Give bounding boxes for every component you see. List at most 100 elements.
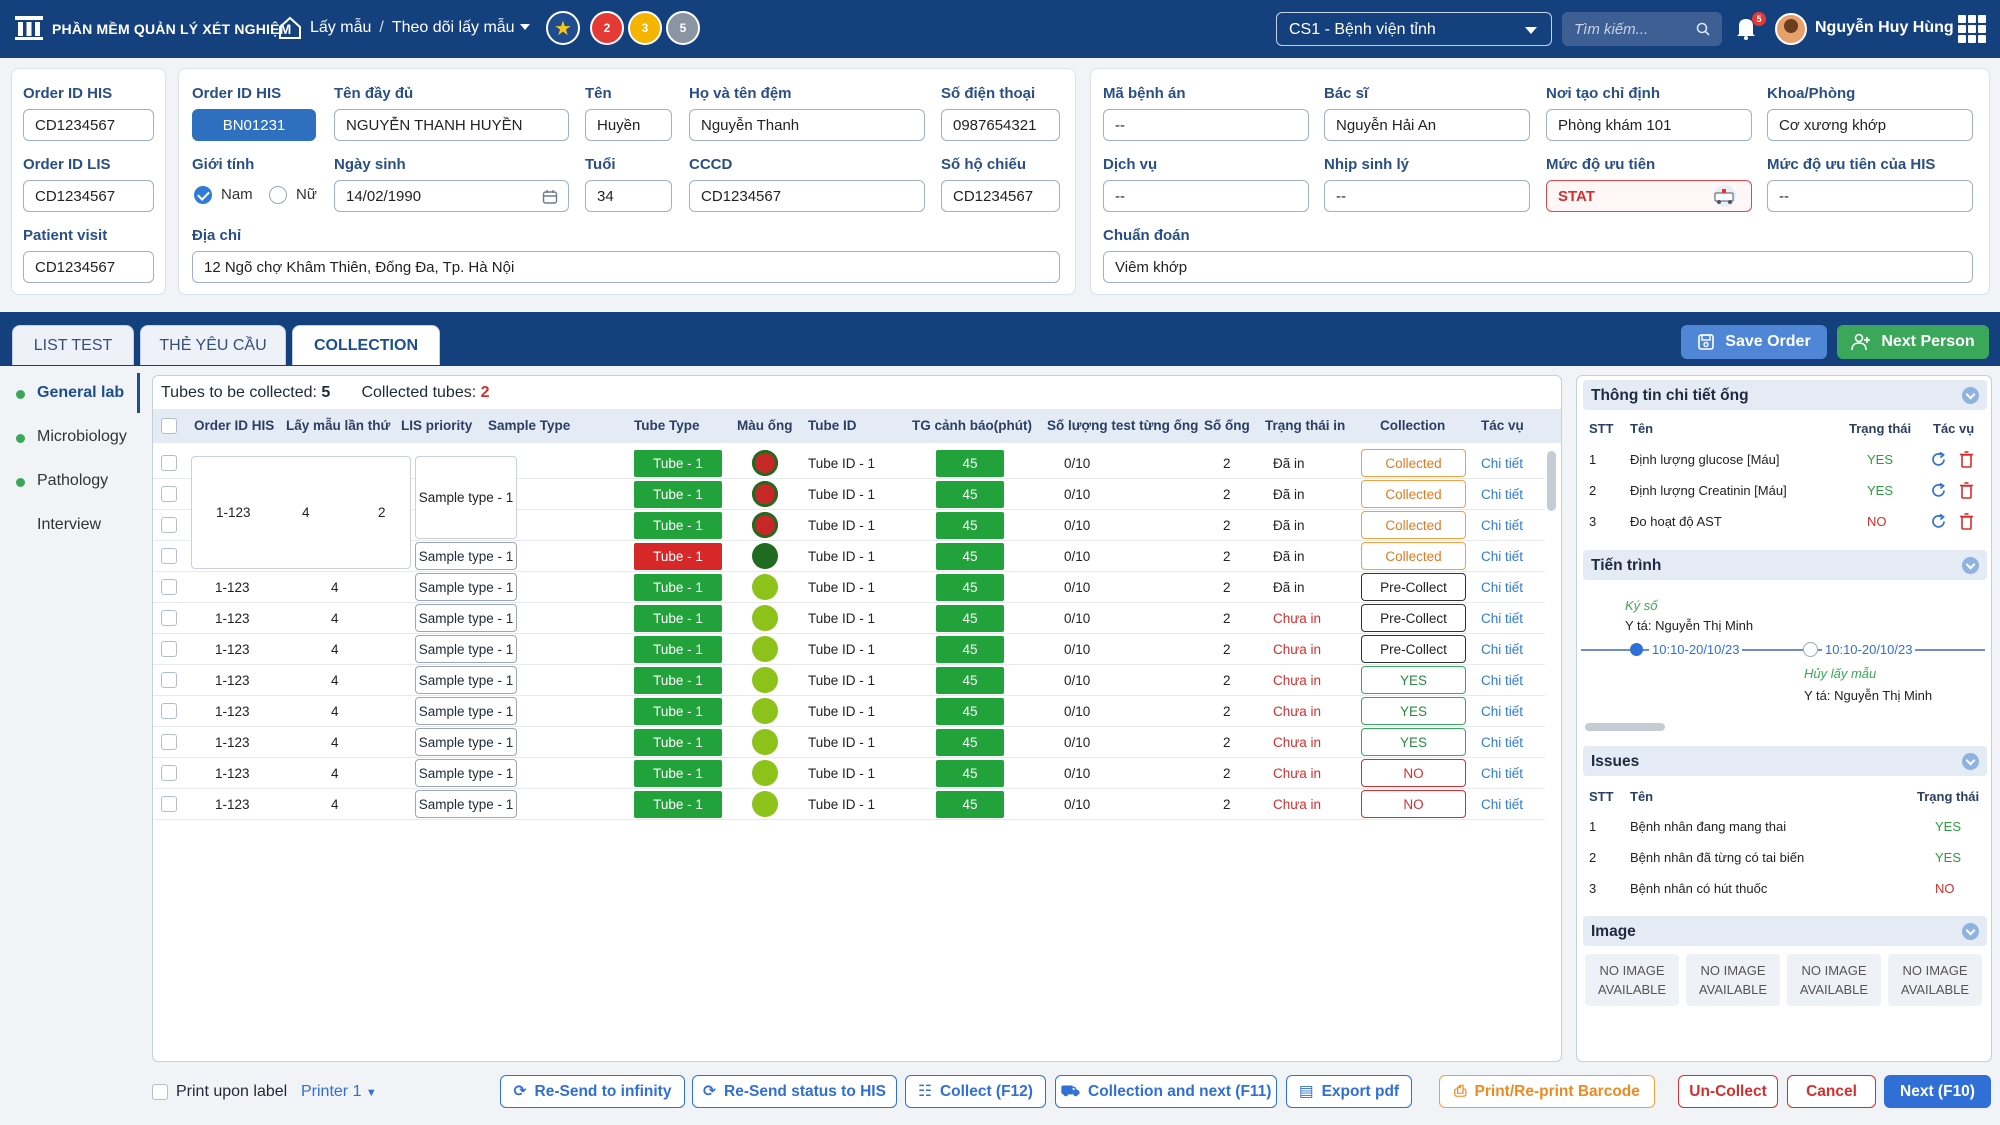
first-name-field[interactable]: Huyền xyxy=(585,109,672,141)
refresh-icon[interactable] xyxy=(1930,451,1947,468)
record-field[interactable]: -- xyxy=(1103,109,1309,141)
collection-status-button[interactable]: Collected xyxy=(1361,480,1466,508)
quick-badge-yellow[interactable]: 3 xyxy=(628,11,662,45)
col-collection[interactable]: Collection xyxy=(1380,418,1446,433)
search-input[interactable]: Tìm kiếm... xyxy=(1562,12,1722,46)
refresh-icon[interactable] xyxy=(1930,482,1947,499)
chevron-down-icon[interactable] xyxy=(1962,753,1979,770)
home-icon[interactable] xyxy=(276,14,304,42)
collect-and-next-button[interactable]: ⛟ Collection and next (F11) xyxy=(1055,1075,1277,1108)
table-row[interactable]: Tube - 1 Tube ID - 1 45 0/10 2 Đã in Collected… xyxy=(153,510,1545,541)
row-checkbox[interactable] xyxy=(161,765,177,781)
gender-female-radio[interactable] xyxy=(269,186,287,204)
detail-link[interactable]: Chi tiết xyxy=(1481,704,1524,719)
collection-status-button[interactable]: Pre-Collect xyxy=(1361,573,1466,601)
col-actions[interactable]: Tác vụ xyxy=(1481,418,1524,433)
age-field[interactable]: 34 xyxy=(585,180,672,212)
tab-request-card[interactable]: THẺ YÊU CẦU xyxy=(140,325,286,365)
table-row[interactable]: Sample type - 1 Tube - 1 Tube ID - 1 45 0/10… xyxy=(153,541,1545,572)
rhythm-field[interactable]: -- xyxy=(1324,180,1530,212)
sample-type-select[interactable]: Sample type - 1 xyxy=(415,604,517,632)
trash-icon[interactable] xyxy=(1959,513,1974,530)
collection-status-button[interactable]: NO xyxy=(1361,759,1466,787)
export-pdf-button[interactable]: ▤ Export pdf xyxy=(1286,1075,1412,1108)
sample-type-select[interactable]: Sample type - 1 xyxy=(415,728,517,756)
progress-header[interactable]: Tiến trình xyxy=(1583,550,1987,580)
sample-type-select[interactable]: Sample type - 1 xyxy=(415,759,517,787)
service-field[interactable]: -- xyxy=(1103,180,1309,212)
table-row[interactable]: 1-123 4 2 Sample type - 1 Tube - 1 Tube ID - … xyxy=(153,696,1545,727)
image-placeholder[interactable]: NO IMAGE AVAILABLE xyxy=(1888,954,1982,1006)
app-grid-icon[interactable] xyxy=(1958,15,1986,43)
merged-sample-type[interactable]: Sample type - 1 xyxy=(415,456,517,539)
detail-link[interactable]: Chi tiết xyxy=(1481,611,1524,626)
col-print-status[interactable]: Trạng thái in xyxy=(1265,418,1346,433)
full-name-field[interactable]: NGUYỄN THANH HUYỀN xyxy=(334,109,569,141)
detail-link[interactable]: Chi tiết xyxy=(1481,518,1524,533)
last-middle-name-field[interactable]: Nguyễn Thanh xyxy=(689,109,925,141)
cancel-button[interactable]: Cancel xyxy=(1787,1075,1876,1108)
his-priority-field[interactable]: -- xyxy=(1767,180,1973,212)
origin-field[interactable]: Phòng khám 101 xyxy=(1546,109,1752,141)
row-checkbox[interactable] xyxy=(161,672,177,688)
trash-icon[interactable] xyxy=(1959,451,1974,468)
col-sample-times[interactable]: Lấy mẫu lần thứ xyxy=(286,418,391,433)
detail-link[interactable]: Chi tiết xyxy=(1481,549,1524,564)
sidebar-item-interview[interactable]: Interview xyxy=(0,505,140,545)
dob-field[interactable]: 14/02/1990 xyxy=(334,180,569,212)
table-row[interactable]: Tube - 1 Tube ID - 1 45 0/10 2 Đã in Collected… xyxy=(153,479,1545,510)
order-id-lis-field[interactable]: CD1234567 xyxy=(23,180,154,212)
sidebar-item-general-lab[interactable]: General lab xyxy=(0,373,140,413)
print-upon-label-checkbox[interactable] xyxy=(152,1084,168,1100)
row-checkbox[interactable] xyxy=(161,734,177,750)
table-row[interactable]: 1-123 4 2 Sample type - 1 Tube - 1 Tube ID - … xyxy=(153,603,1545,634)
table-row[interactable]: 1-123 4 2 Sample type - 1 Tube - 1 Tube ID - … xyxy=(153,634,1545,665)
col-tube-type[interactable]: Tube Type xyxy=(634,418,700,433)
progress-scrollbar[interactable] xyxy=(1585,723,1665,731)
quick-badge-gray[interactable]: 5 xyxy=(666,11,700,45)
gender-male-radio[interactable] xyxy=(194,186,212,204)
chevron-down-icon[interactable] xyxy=(520,24,530,30)
detail-link[interactable]: Chi tiết xyxy=(1481,766,1524,781)
sample-type-select[interactable]: Sample type - 1 xyxy=(415,542,517,570)
col-warning-time[interactable]: TG cảnh báo(phút) xyxy=(912,418,1032,433)
col-test-qty[interactable]: Số lượng test từng ống xyxy=(1047,418,1199,433)
patient-visit-field[interactable]: CD1234567 xyxy=(23,251,154,283)
chevron-down-icon[interactable] xyxy=(1962,387,1979,404)
user-name[interactable]: Nguyễn Huy Hùng xyxy=(1815,19,1954,36)
row-checkbox[interactable] xyxy=(161,548,177,564)
chevron-down-icon[interactable] xyxy=(1962,557,1979,574)
sample-type-select[interactable]: Sample type - 1 xyxy=(415,666,517,694)
dept-field[interactable]: Cơ xương khớp xyxy=(1767,109,1973,141)
row-checkbox[interactable] xyxy=(161,796,177,812)
cccd-field[interactable]: CD1234567 xyxy=(689,180,925,212)
row-checkbox[interactable] xyxy=(161,610,177,626)
row-checkbox[interactable] xyxy=(161,641,177,657)
detail-link[interactable]: Chi tiết xyxy=(1481,487,1524,502)
table-row[interactable]: Tube - 1 Tube ID - 1 45 0/10 2 Đã in Collected… xyxy=(153,448,1545,479)
breadcrumb-item-current[interactable]: Theo dõi lấy mẫu xyxy=(391,19,515,36)
collection-status-button[interactable]: YES xyxy=(1361,728,1466,756)
print-barcode-button[interactable]: ⎙ Print/Re-print Barcode xyxy=(1439,1075,1655,1108)
trash-icon[interactable] xyxy=(1959,482,1974,499)
detail-link[interactable]: Chi tiết xyxy=(1481,735,1524,750)
table-row[interactable]: 1-123 4 2 Sample type - 1 Tube - 1 Tube ID - … xyxy=(153,572,1545,603)
diagnosis-field[interactable]: Viêm khớp xyxy=(1103,251,1973,283)
select-all-checkbox[interactable] xyxy=(161,418,177,434)
tab-collection[interactable]: COLLECTION xyxy=(292,325,440,365)
calendar-icon[interactable] xyxy=(542,189,558,205)
site-select[interactable]: CS1 - Bệnh viện tỉnh xyxy=(1276,12,1552,46)
col-tube-id[interactable]: Tube ID xyxy=(808,418,857,433)
row-checkbox[interactable] xyxy=(161,455,177,471)
collection-status-button[interactable]: Collected xyxy=(1361,449,1466,477)
save-order-button[interactable]: Save Order xyxy=(1681,325,1827,359)
row-checkbox[interactable] xyxy=(161,486,177,502)
uncollect-button[interactable]: Un-Collect xyxy=(1678,1075,1778,1108)
table-row[interactable]: 1-123 4 2 Sample type - 1 Tube - 1 Tube ID - … xyxy=(153,665,1545,696)
sample-type-select[interactable]: Sample type - 1 xyxy=(415,697,517,725)
phone-field[interactable]: 0987654321 xyxy=(941,109,1060,141)
passport-field[interactable]: CD1234567 xyxy=(941,180,1060,212)
col-sample-type[interactable]: Sample Type xyxy=(488,418,571,433)
collection-status-button[interactable]: YES xyxy=(1361,666,1466,694)
col-tube-count[interactable]: Số ống xyxy=(1204,418,1250,433)
